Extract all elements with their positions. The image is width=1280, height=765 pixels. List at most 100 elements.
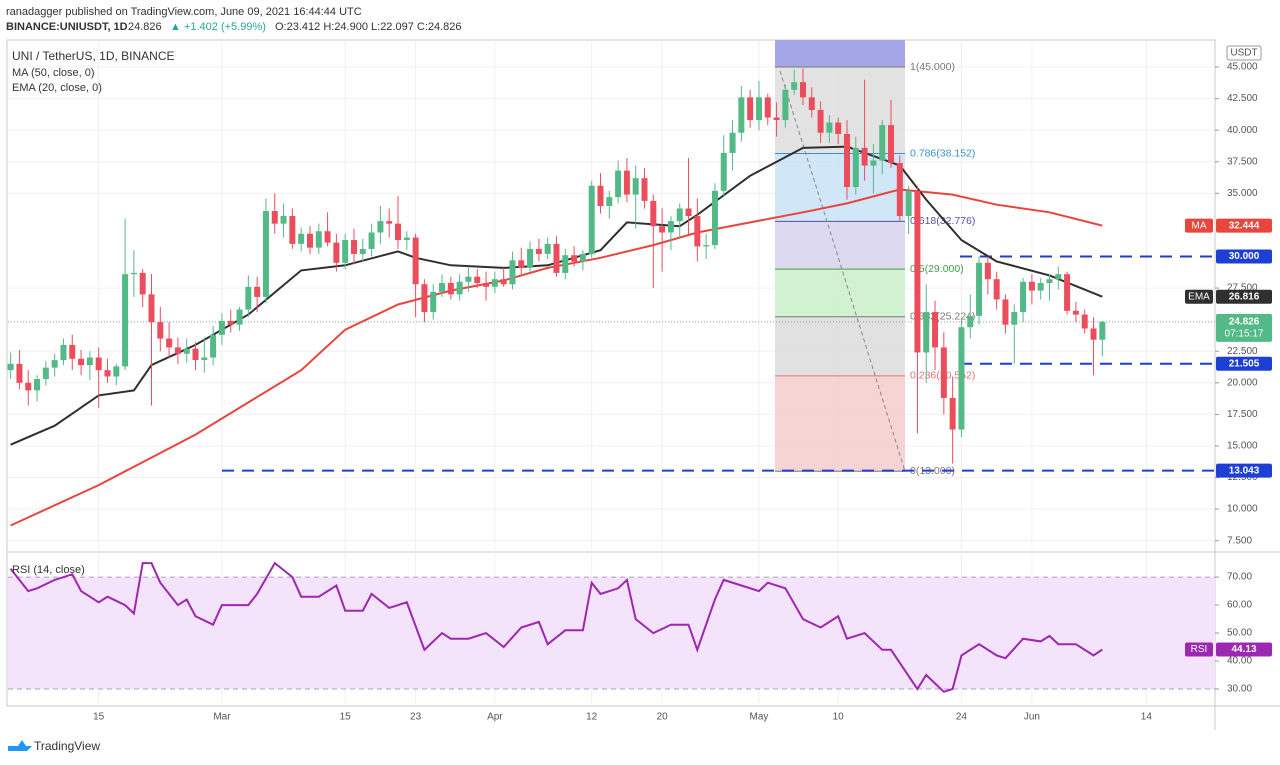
x-tick-label: 10: [833, 712, 845, 723]
candle-body: [527, 248, 534, 268]
level-badge: [1216, 249, 1272, 264]
ema-badge: [1216, 289, 1272, 304]
candle-body: [78, 358, 85, 366]
candle-body: [738, 97, 745, 133]
candle-body: [174, 347, 181, 354]
candle-body: [606, 197, 613, 206]
candle-body: [844, 133, 851, 188]
last-price: 24.826: [128, 21, 162, 33]
candle-body: [870, 160, 877, 166]
candle-body: [703, 245, 710, 247]
candle-body: [7, 363, 14, 371]
fib-label: 0.5(29.000): [910, 263, 964, 275]
candle-body: [1090, 328, 1097, 340]
fib-label: 0.786(38.152): [910, 147, 975, 159]
x-tick-label: 12: [586, 712, 598, 723]
y-tick-label: 35.000: [1227, 188, 1258, 199]
x-tick-label: 23: [410, 712, 422, 723]
candle-body: [245, 286, 252, 310]
symbol: BINANCE:UNIUSDT, 1D: [6, 21, 128, 33]
candle-body: [826, 122, 833, 133]
candle-body: [958, 327, 965, 430]
candle-body: [747, 97, 754, 121]
candle-body: [262, 211, 269, 297]
candle-body: [333, 242, 340, 263]
candle-body: [201, 357, 208, 361]
x-tick-label: 20: [657, 712, 669, 723]
price-countdown: 07:15:17: [1225, 328, 1264, 339]
candle-body: [940, 347, 947, 398]
candle-body: [157, 322, 164, 339]
price-value: 24.826: [1229, 316, 1260, 327]
candle-body: [1020, 281, 1027, 313]
candle-body: [34, 379, 41, 391]
candle-body: [932, 312, 939, 348]
candle-body: [192, 348, 199, 361]
level-badge: [1216, 356, 1272, 371]
candle-body: [421, 284, 428, 313]
candle-body: [808, 97, 815, 110]
rsi-badge: [1216, 642, 1272, 657]
candle-body: [51, 360, 58, 368]
candle-body: [447, 283, 454, 295]
candle-body: [729, 132, 736, 153]
candle-body: [227, 320, 234, 325]
candle-body: [16, 363, 23, 383]
candle-body: [799, 82, 806, 98]
candle-body: [773, 117, 780, 121]
candle-body: [1037, 283, 1044, 291]
rsi-tick-label: 70.00: [1227, 572, 1252, 583]
candle-body: [474, 276, 481, 284]
logo: [8, 740, 32, 751]
x-tick-label: 24: [956, 712, 968, 723]
candle-body: [623, 170, 630, 195]
candle-body: [439, 283, 446, 292]
rsi-value: 44.13: [1231, 644, 1256, 655]
ohlc: O:23.412 H:24.900 L:22.097 C:24.826: [275, 21, 462, 33]
rsi-band: [8, 577, 1215, 690]
candle-body: [615, 170, 622, 198]
candle-body: [553, 243, 560, 273]
candle-body: [535, 248, 542, 254]
x-tick-label: 15: [93, 712, 105, 723]
candle-body: [993, 279, 1000, 300]
fib-label: 0.618(32.776): [910, 215, 975, 227]
candle-body: [122, 274, 129, 367]
rsi-tag: [1185, 642, 1213, 657]
fib-range-top: [775, 40, 905, 68]
candle-body: [342, 240, 349, 263]
fib-label: 1(45.000): [910, 61, 955, 73]
candle-body: [914, 190, 921, 353]
y-tick-label: 20.000: [1227, 377, 1258, 388]
candle-body: [350, 240, 357, 254]
candle-body: [166, 338, 173, 348]
candle-body: [782, 89, 789, 121]
y-tick-label: 40.000: [1227, 125, 1258, 136]
candle-body: [403, 237, 410, 241]
candle-body: [395, 223, 402, 241]
ma-line: [10, 188, 1103, 527]
candle-body: [412, 237, 419, 285]
candle-body: [976, 262, 983, 316]
candle-body: [1028, 281, 1035, 291]
candle-body: [210, 334, 217, 358]
y-tick-label: 27.500: [1227, 283, 1258, 294]
candle-body: [1072, 310, 1079, 315]
candle-body: [923, 312, 930, 353]
brand: TradingView: [34, 739, 100, 753]
candle-body: [791, 82, 798, 90]
candle-body: [518, 260, 525, 268]
y-tick-label: 37.500: [1227, 156, 1258, 167]
candle-body: [113, 366, 120, 377]
fib-band: [775, 375, 905, 472]
candle-body: [183, 348, 190, 354]
candle-body: [852, 147, 859, 188]
candle-body: [60, 344, 67, 361]
candle-body: [254, 286, 261, 297]
candle-body: [588, 185, 595, 254]
candle-body: [491, 279, 498, 287]
candle-body: [659, 226, 666, 233]
candle-body: [95, 357, 102, 371]
ma-value: 32.444: [1229, 220, 1260, 231]
ma-badge: [1216, 218, 1272, 233]
